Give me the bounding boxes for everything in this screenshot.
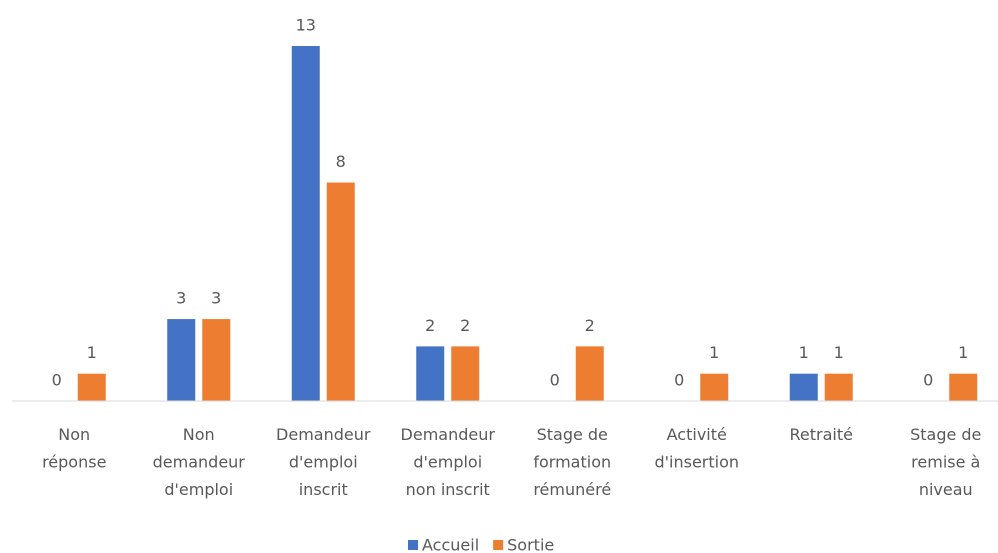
bar: [700, 373, 729, 401]
data-label: 1: [799, 343, 809, 362]
bar: [789, 373, 818, 401]
x-tick-label: Demandeur d'emploi non inscrit: [401, 425, 496, 499]
legend-swatch: [408, 540, 418, 550]
bar: [575, 346, 604, 401]
x-tick-label-line: non inscrit: [406, 480, 490, 499]
data-label: 8: [336, 152, 346, 171]
x-tick-label: Non réponse: [42, 425, 106, 472]
x-tick-label-line: Retraité: [790, 425, 853, 444]
x-tick-label-line: Demandeur: [276, 425, 371, 444]
bar: [824, 373, 853, 401]
data-label: 1: [709, 343, 719, 362]
x-tick-label-line: d'emploi: [164, 480, 233, 499]
data-label: 1: [834, 343, 844, 362]
bar: [77, 373, 106, 401]
x-tick-label-line: niveau: [919, 480, 973, 499]
x-tick-label-line: Stage de: [910, 425, 981, 444]
bar: [451, 346, 480, 401]
bar: [291, 46, 320, 401]
x-tick-label: Stage de remise à niveau: [910, 425, 981, 499]
bar: [326, 182, 355, 401]
data-label: 0: [52, 371, 62, 390]
legend-swatch: [493, 540, 504, 550]
data-label: 0: [923, 371, 933, 390]
data-label: 0: [550, 371, 560, 390]
x-tick-label-line: réponse: [42, 452, 106, 471]
x-tick-label-line: formation: [533, 452, 611, 471]
data-label: 1: [87, 343, 97, 362]
x-tick-label-line: Non: [58, 425, 90, 444]
x-tick-label: Demandeur d'emploi inscrit: [276, 425, 371, 499]
data-label: 0: [674, 371, 684, 390]
legend-label: Accueil: [422, 536, 479, 553]
bar: [167, 319, 196, 401]
data-label: 1: [958, 343, 968, 362]
x-tick-label-line: d'emploi: [289, 452, 358, 471]
x-tick-label-line: demandeur: [153, 452, 246, 471]
bar: [949, 373, 978, 401]
data-label: 2: [425, 316, 435, 335]
x-tick-label-line: d'emploi: [413, 452, 482, 471]
bar: [416, 346, 445, 401]
x-tick-label-line: Activité: [667, 425, 727, 444]
x-tick-label: Activité d'insertion: [654, 425, 739, 472]
x-tick-label-line: remise à: [911, 452, 980, 471]
x-tick-label: Non demandeur d'emploi: [153, 425, 246, 499]
data-label: 13: [296, 16, 316, 35]
data-label: 3: [176, 289, 186, 308]
legend-label: Sortie: [507, 536, 554, 553]
data-label: 3: [211, 289, 221, 308]
x-tick-label-line: Stage de: [537, 425, 608, 444]
data-label: 2: [585, 316, 595, 335]
x-tick-label-line: d'insertion: [654, 452, 739, 471]
x-tick-label-line: inscrit: [299, 480, 348, 499]
x-tick-label: Stage de formation rémunéré: [533, 425, 611, 499]
data-label: 2: [460, 316, 470, 335]
x-tick-label-line: rémunéré: [533, 480, 611, 499]
x-tick-label: Retraité: [790, 425, 853, 444]
x-tick-label-line: Non: [183, 425, 215, 444]
x-tick-label-line: Demandeur: [401, 425, 496, 444]
bar: [202, 319, 231, 401]
